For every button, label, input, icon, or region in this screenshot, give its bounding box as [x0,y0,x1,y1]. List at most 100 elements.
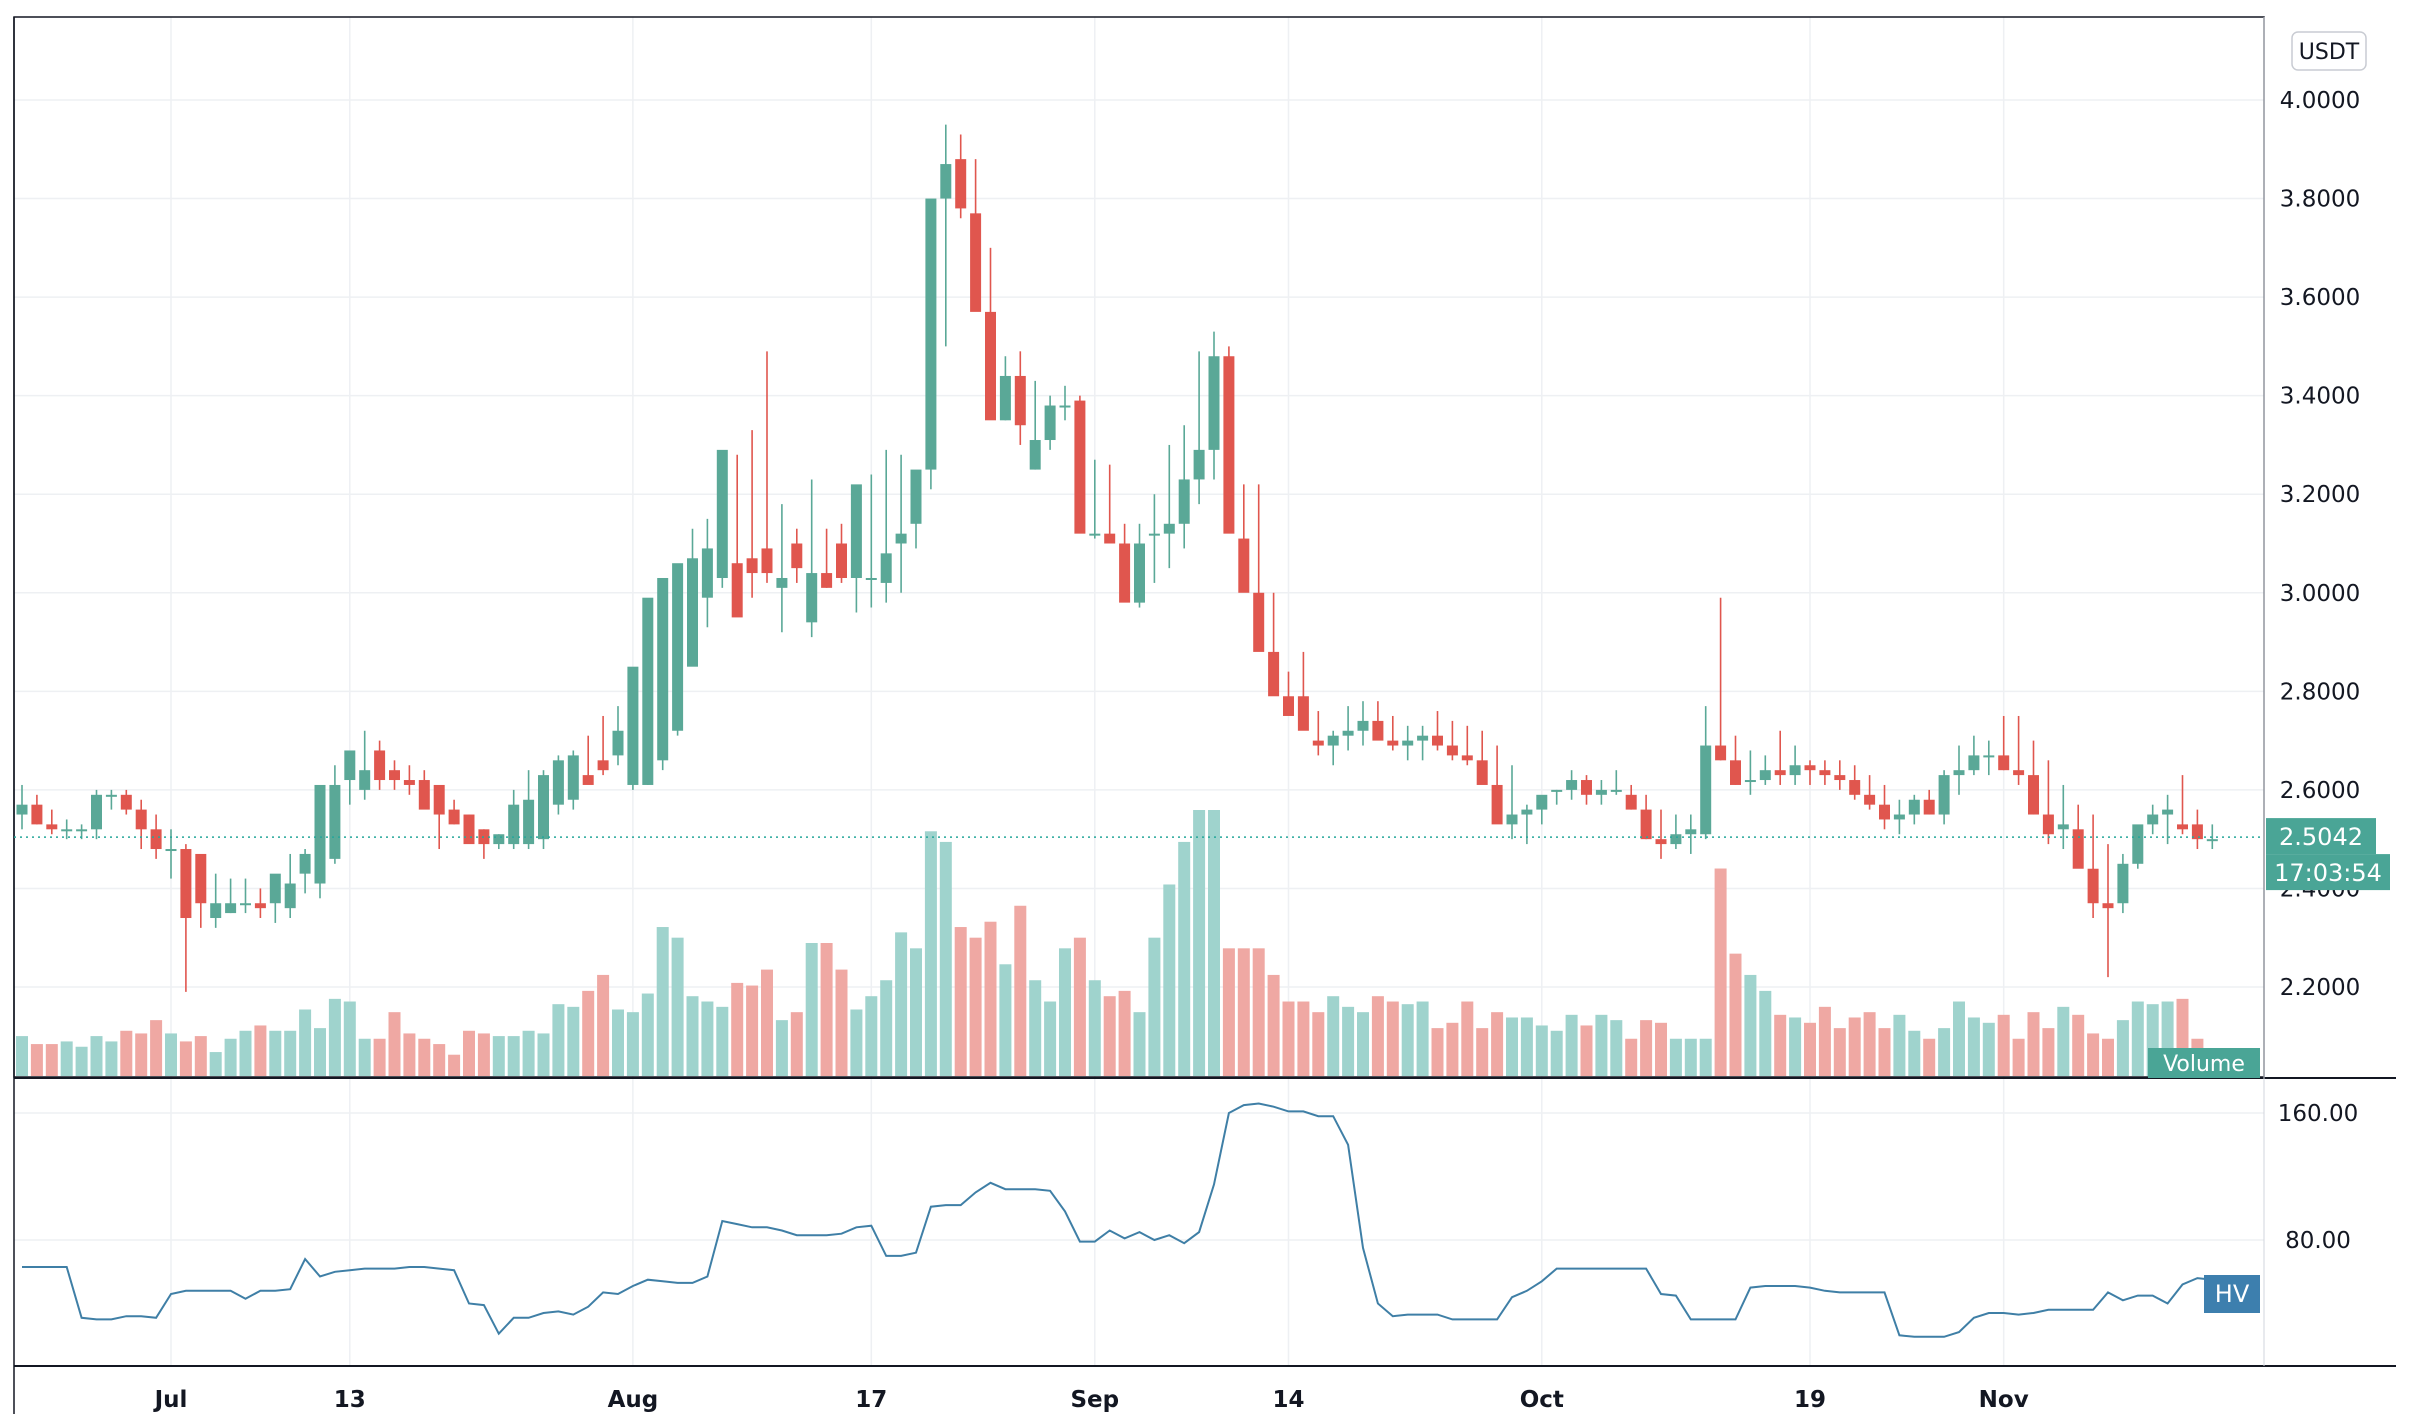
candle-body [1491,784,1503,825]
volume-bar [1967,1017,1980,1076]
candle [1730,735,1741,785]
volume-bar [1565,1014,1578,1076]
candle-body [1655,839,1667,845]
volume-bar [626,1012,639,1076]
candle [2102,844,2114,978]
volume-bar [16,1036,28,1076]
candle [955,134,967,219]
volume-bar [1014,905,1027,1076]
candle-body [150,829,162,850]
candle-body [850,484,862,578]
candle-body [1074,400,1086,534]
candle [1104,464,1116,544]
volume-bar [820,943,833,1076]
candle-body [1953,770,1965,776]
candle [1029,380,1041,470]
volume-bar [701,1001,714,1076]
hv-tick-label: 160.00 [2278,1101,2358,1127]
volume-bar [1550,1030,1563,1076]
candle-body [731,563,743,618]
volume-bar [1774,1014,1787,1076]
candle [195,853,207,928]
volume-bar [2012,1038,2025,1076]
currency-label[interactable]: USDT [2299,40,2360,65]
candle-body [180,849,192,919]
volume-label[interactable]: Volume [2163,1052,2245,1077]
currency-button[interactable]: USDT [2291,31,2367,71]
candle-body [2072,829,2084,869]
volume-bar [910,948,922,1076]
candle [1446,720,1458,761]
candle-body [582,775,594,785]
volume-bar [1371,996,1384,1076]
candle-body [165,849,177,852]
price-tick-label: 2.6000 [2280,778,2360,804]
candle-body [16,804,28,815]
candle [1238,484,1250,593]
candle [1297,651,1309,731]
candle-body [1297,696,1309,731]
candle [1983,740,1995,776]
volume-bar [194,1036,207,1076]
candle [1327,730,1339,766]
currency-button-box[interactable] [2291,31,2367,71]
volume-bar [1208,810,1220,1076]
candle [687,528,698,667]
volume-bar [1744,974,1757,1076]
countdown-value: 17:03:54 [2274,859,2382,887]
candle-body [1014,375,1026,426]
volume-badge[interactable]: Volume [2148,1048,2260,1078]
candle [2117,853,2129,914]
candle-body [1059,405,1071,408]
candle [1804,760,1816,785]
time-tick-label: 14 [1272,1387,1304,1413]
countdown-badge: 17:03:54 [2266,854,2390,891]
volume-bar [641,993,654,1076]
time-axis[interactable]: Jul 13 Aug 17 Sep 14 Oct 19 Nov [153,1387,2029,1413]
candle [2206,824,2218,850]
candle-body [46,824,58,830]
volume-bar [761,969,773,1076]
hv-axis[interactable]: 80.00 160.00 [2278,1101,2358,1254]
volume-bar [1908,1030,1921,1076]
candle [1759,755,1771,785]
candle [1148,494,1160,583]
volume-bar [463,1030,475,1076]
candle [1640,794,1652,840]
volume-bar [1461,1001,1474,1076]
candle-body [1446,745,1458,756]
candle-body [1148,533,1160,536]
volume-bar [120,1030,133,1076]
volume-bar [1118,990,1131,1076]
candle [448,799,460,825]
volume-bar [984,921,997,1076]
volume-bar [1386,1001,1399,1076]
candle-body [1730,760,1741,785]
volume-bar [612,1009,624,1076]
candle [523,770,535,850]
candle [1774,730,1786,785]
volume-badge-box[interactable] [2148,1048,2260,1078]
candle-body [1849,780,1861,795]
candle-body [1879,804,1890,820]
hv-badge[interactable]: HV [2204,1275,2260,1313]
price-tick-label: 3.0000 [2280,581,2360,607]
candle [1342,706,1354,751]
candle-body [105,794,117,797]
time-tick-label: Nov [1979,1387,2029,1413]
candle-body [865,577,877,580]
candle [46,809,58,835]
hv-badge-box[interactable] [2204,1275,2260,1313]
candle [552,755,564,815]
candle [254,888,266,919]
candle [1119,523,1131,603]
volume-bar [254,1025,267,1076]
candle-body [120,794,132,810]
candle [210,873,222,928]
hv-label[interactable]: HV [2215,1280,2250,1308]
volume-bar [1193,810,1206,1076]
volume-bar [850,1009,863,1076]
candle [985,247,996,421]
